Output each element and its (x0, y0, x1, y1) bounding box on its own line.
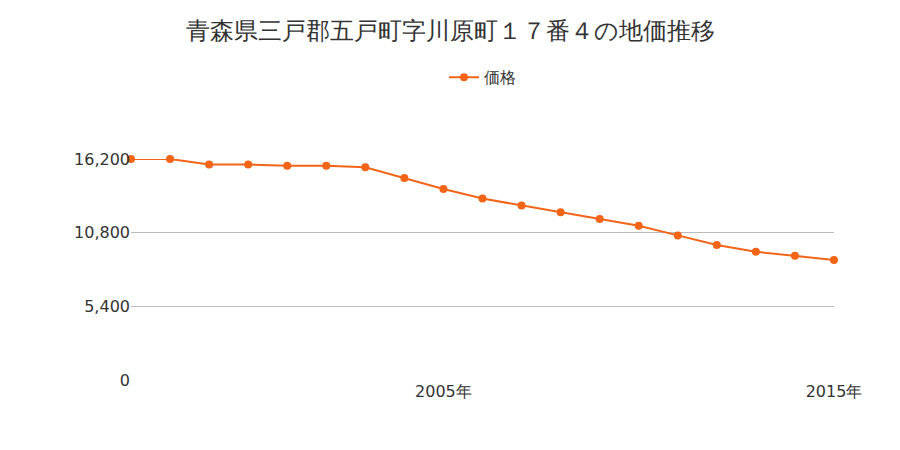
svg-text:10,800: 10,800 (74, 223, 130, 242)
svg-text:価格: 価格 (484, 68, 516, 87)
svg-text:2015年: 2015年 (806, 382, 863, 401)
svg-text:16,200: 16,200 (74, 150, 130, 169)
svg-text:青森県三戸郡五戸町字川原町１７番４の地価推移: 青森県三戸郡五戸町字川原町１７番４の地価推移 (186, 17, 715, 45)
svg-text:0: 0 (120, 371, 130, 390)
svg-text:2005年: 2005年 (415, 382, 472, 401)
svg-text:5,400: 5,400 (84, 297, 130, 316)
